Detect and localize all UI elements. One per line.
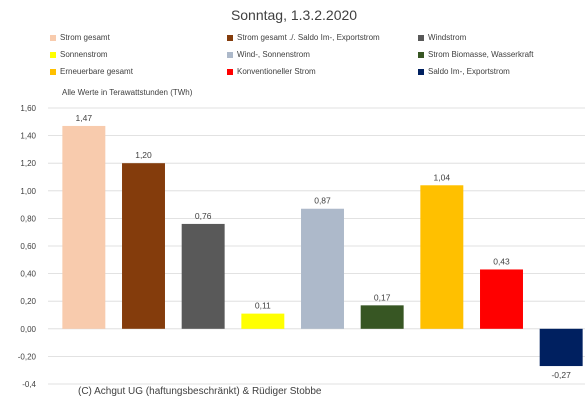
y-tick-label: 0,40 <box>20 270 36 279</box>
legend-label: Saldo Im-, Exportstrom <box>428 67 510 76</box>
legend-swatch <box>418 68 424 75</box>
legend-swatch <box>227 34 233 41</box>
y-tick-label: 1,40 <box>20 132 36 141</box>
legend-item-windstrom: Windstrom <box>418 33 466 42</box>
copyright-footer: (C) Achgut UG (haftungsbeschränkt) & Rüd… <box>78 386 322 397</box>
y-tick-label: 0,20 <box>20 297 36 306</box>
y-tick-label: 0,60 <box>20 242 36 251</box>
legend-item-sonnenstrom: Sonnenstrom <box>50 50 108 59</box>
legend-swatch <box>50 51 56 58</box>
bar <box>181 223 225 329</box>
bar <box>539 328 583 367</box>
data-label: 1,47 <box>76 113 93 123</box>
legend-label: Sonnenstrom <box>60 50 108 59</box>
legend-swatch <box>50 68 56 75</box>
legend-item-erneuerbare-gesamt: Erneuerbare gesamt <box>50 67 133 76</box>
chart-title: Sonntag, 1.3.2.2020 <box>230 7 358 23</box>
legend-label: Strom Biomasse, Wasserkraft <box>428 50 534 59</box>
data-label: 1,04 <box>434 172 451 182</box>
legend-label: Konventioneller Strom <box>237 67 316 76</box>
bar <box>301 208 344 329</box>
data-label: 0,87 <box>314 196 331 206</box>
legend-item-saldo-export: Saldo Im-, Exportstrom <box>418 67 510 76</box>
legend-swatch <box>418 51 424 58</box>
legend-label: Strom gesamt <box>60 33 110 42</box>
y-axis-ticks: -0,4 -0,20 0,00 0,20 0,40 0,60 0,80 1,00 1,20 1,4… <box>18 104 37 389</box>
data-label: 0,17 <box>374 292 391 302</box>
legend-label: Erneuerbare gesamt <box>60 67 133 76</box>
bar <box>480 269 523 329</box>
y-tick-label: -0,20 <box>18 352 37 361</box>
legend-swatch <box>418 34 424 41</box>
data-label: 0,76 <box>195 211 212 221</box>
data-label: 1,20 <box>135 150 152 160</box>
bar <box>62 125 106 329</box>
legend-swatch <box>227 68 233 75</box>
bar <box>122 163 165 329</box>
unit-note: Alle Werte in Terawattstunden (TWh) <box>62 88 193 97</box>
bar <box>241 313 285 329</box>
data-label: 0,11 <box>255 301 271 311</box>
data-labels: 1,47 1,20 0,76 0,11 0,87 0,17 1,04 0,43 -0,27 <box>76 113 572 380</box>
y-tick-label: 1,60 <box>20 104 36 113</box>
bar <box>420 185 464 329</box>
y-tick-label: 1,20 <box>20 159 36 168</box>
y-tick-label: 1,00 <box>20 187 36 196</box>
data-label: 0,43 <box>493 256 510 266</box>
data-label: -0,27 <box>551 370 571 380</box>
legend-item-strom-gesamt: Strom gesamt <box>50 33 110 42</box>
bars <box>62 125 583 367</box>
legend-label: Wind-, Sonnenstrom <box>237 50 310 59</box>
bar <box>360 305 404 329</box>
legend-label: Strom gesamt ./. Saldo Im-, Exportstrom <box>237 33 380 42</box>
legend-swatch <box>50 34 56 41</box>
legend-item-konventioneller-strom: Konventioneller Strom <box>227 67 316 76</box>
legend-item-wind-sonnenstrom: Wind-, Sonnenstrom <box>227 50 310 59</box>
legend-swatch <box>227 51 233 58</box>
legend-label: Windstrom <box>428 33 467 42</box>
legend-item-strom-gesamt-saldo: Strom gesamt ./. Saldo Im-, Exportstrom <box>227 33 380 42</box>
y-tick-label: 0,00 <box>20 325 36 334</box>
y-tick-label: 0,80 <box>20 214 36 223</box>
y-tick-label: -0,4 <box>22 380 36 389</box>
legend-item-biomasse-wasserkraft: Strom Biomasse, Wasserkraft <box>418 50 534 59</box>
